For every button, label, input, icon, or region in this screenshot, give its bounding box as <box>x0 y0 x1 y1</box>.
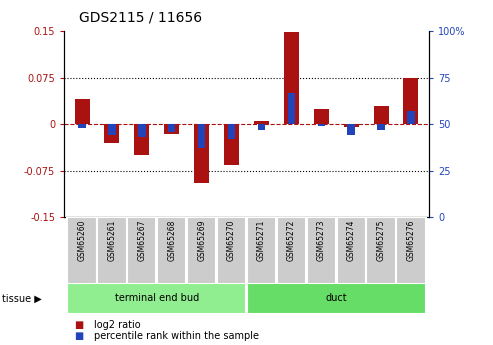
Text: GSM65273: GSM65273 <box>317 219 326 261</box>
Bar <box>157 217 186 285</box>
Text: duct: duct <box>325 294 347 303</box>
Bar <box>97 217 127 285</box>
Bar <box>287 92 295 124</box>
Bar <box>78 124 86 128</box>
Text: GSM65261: GSM65261 <box>107 219 116 261</box>
Bar <box>254 121 269 124</box>
Bar <box>307 217 336 285</box>
Text: GSM65274: GSM65274 <box>347 219 355 261</box>
Bar <box>224 124 239 165</box>
Text: GSM65260: GSM65260 <box>77 219 87 261</box>
Bar <box>407 111 415 124</box>
Bar <box>135 124 149 155</box>
Bar <box>168 124 176 132</box>
Text: ■: ■ <box>74 332 83 341</box>
Text: tissue ▶: tissue ▶ <box>2 294 42 303</box>
Text: GSM65271: GSM65271 <box>257 219 266 261</box>
Bar <box>277 217 306 285</box>
Text: GSM65276: GSM65276 <box>406 219 416 261</box>
Bar <box>258 124 265 130</box>
Bar <box>396 217 425 285</box>
Text: log2 ratio: log2 ratio <box>94 320 141 330</box>
Text: GDS2115 / 11656: GDS2115 / 11656 <box>79 10 202 24</box>
Bar <box>247 217 276 285</box>
Text: GSM65269: GSM65269 <box>197 219 206 261</box>
Bar <box>217 217 246 285</box>
Text: GSM65275: GSM65275 <box>377 219 386 261</box>
Bar <box>374 106 388 124</box>
Text: terminal end bud: terminal end bud <box>115 294 199 303</box>
Bar <box>348 124 355 135</box>
Bar <box>403 78 419 124</box>
Bar <box>164 124 179 134</box>
Bar <box>366 217 396 285</box>
Bar <box>108 124 116 135</box>
Text: GSM65267: GSM65267 <box>138 219 146 261</box>
Text: GSM65272: GSM65272 <box>287 219 296 261</box>
Bar <box>344 124 358 127</box>
Bar <box>194 124 209 183</box>
Text: ■: ■ <box>74 320 83 330</box>
Bar <box>127 217 156 285</box>
Bar <box>377 124 385 130</box>
Text: GSM65270: GSM65270 <box>227 219 236 261</box>
Bar <box>228 124 235 139</box>
Bar <box>247 283 425 314</box>
Bar <box>74 99 90 124</box>
Bar <box>138 124 145 137</box>
Bar <box>68 283 246 314</box>
Text: GSM65268: GSM65268 <box>167 219 176 261</box>
Bar <box>198 124 206 148</box>
Bar <box>105 124 119 143</box>
Bar <box>314 109 329 124</box>
Text: percentile rank within the sample: percentile rank within the sample <box>94 332 259 341</box>
Bar <box>68 217 97 285</box>
Bar <box>337 217 366 285</box>
Bar <box>317 124 325 126</box>
Bar <box>187 217 216 285</box>
Bar <box>284 32 299 124</box>
